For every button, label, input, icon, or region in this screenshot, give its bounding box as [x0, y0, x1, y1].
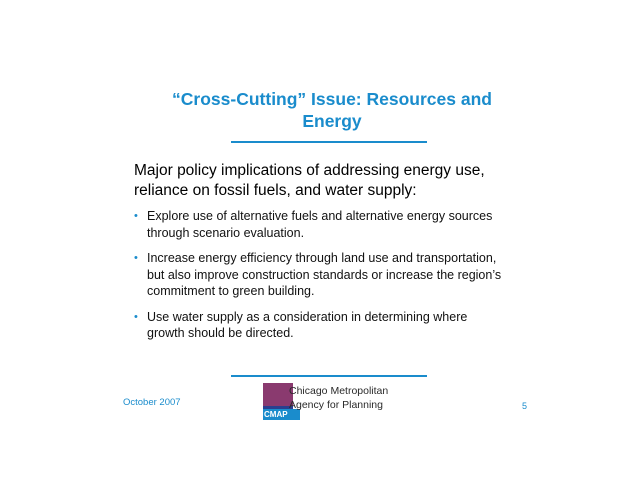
footer-divider — [231, 375, 427, 377]
slide-title: “Cross-Cutting” Issue: Resources and Ene… — [172, 89, 492, 131]
bullet-text: Explore use of alternative fuels and alt… — [147, 209, 493, 240]
bullet-list: • Explore use of alternative fuels and a… — [134, 208, 502, 351]
cmap-logo: CMAP Chicago Metropolitan Agency for Pla… — [263, 383, 390, 420]
logo-mark: CMAP — [263, 383, 300, 420]
bullet-icon: • — [134, 210, 138, 222]
logo-text: Chicago Metropolitan Agency for Planning — [289, 384, 388, 412]
logo-line-2: Agency for Planning — [289, 399, 383, 411]
logo-badge: CMAP — [263, 409, 300, 420]
logo-swoosh — [263, 383, 293, 406]
bullet-icon: • — [134, 310, 138, 323]
list-item: • Explore use of alternative fuels and a… — [134, 208, 502, 241]
lead-paragraph: Major policy implications of addressing … — [134, 162, 485, 199]
logo-line-1: Chicago Metropolitan — [289, 385, 389, 397]
list-item: • Increase energy efficiency through lan… — [134, 250, 502, 300]
title-divider — [231, 141, 427, 143]
page-number: 5 — [522, 401, 528, 411]
footer-date: October 2007 — [123, 397, 181, 408]
bullet-icon: • — [134, 252, 138, 264]
bullet-text: Use water supply as a consideration in d… — [147, 309, 468, 341]
bullet-text: Increase energy efficiency through land … — [147, 251, 502, 298]
list-item: • Use water supply as a consideration in… — [134, 309, 502, 342]
